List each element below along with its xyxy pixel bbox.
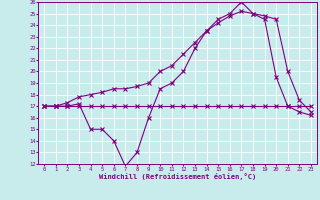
X-axis label: Windchill (Refroidissement éolien,°C): Windchill (Refroidissement éolien,°C) xyxy=(99,173,256,180)
